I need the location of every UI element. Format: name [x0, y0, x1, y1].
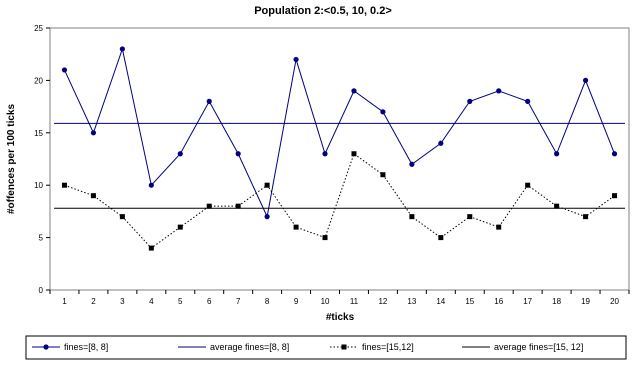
data-point-fines-15-12 [380, 172, 386, 178]
data-point-fines-15-12 [119, 214, 125, 220]
data-point-fines-8-8 [496, 88, 502, 94]
x-tick-label: 6 [207, 297, 212, 306]
data-point-fines-15-12 [438, 235, 444, 241]
data-point-fines-8-8 [322, 151, 328, 157]
data-point-fines-15-12 [467, 214, 473, 220]
x-tick-label: 10 [321, 297, 330, 306]
x-tick-label: 9 [294, 297, 299, 306]
data-point-fines-8-8 [293, 56, 299, 63]
data-point-fines-8-8 [525, 98, 531, 104]
data-point-fines-8-8 [438, 140, 444, 146]
data-point-fines-15-12 [235, 203, 241, 209]
legend: fines=[8, 8] average fines=[8, 8] fines=[1… [25, 335, 627, 360]
series-line-fines-8-8 [64, 47, 615, 219]
data-point-fines-15-12 [409, 214, 415, 220]
x-tick-label: 1 [62, 297, 67, 306]
x-tick-label: 12 [378, 297, 387, 306]
x-tick-label: 19 [581, 297, 590, 306]
series-layer [54, 46, 625, 251]
data-point-fines-15-12 [525, 182, 531, 188]
y-tick-label: 25 [34, 24, 43, 33]
data-point-fines-15-12 [90, 193, 96, 199]
x-tick-label: 11 [350, 297, 359, 306]
data-point-fines-8-8 [177, 151, 183, 157]
y-tick-label: 0 [39, 286, 44, 295]
data-point-fines-15-12 [61, 182, 67, 188]
x-axis: 1 2 3 4 5 6 7 8 9 10 11 12 13 14 15 16 17 18 19 20 [49, 290, 630, 306]
data-point-fines-8-8 [467, 98, 473, 104]
data-point-fines-15-12 [148, 245, 154, 251]
legend-box [25, 335, 627, 360]
legend-label: fines=[15,12] [362, 342, 414, 352]
x-tick-label: 8 [265, 297, 270, 306]
y-tick-label: 10 [34, 181, 43, 190]
data-point-fines-8-8 [554, 151, 560, 157]
data-point-fines-8-8 [582, 77, 589, 83]
x-tick-label: 15 [465, 297, 474, 306]
data-point-fines-15-12 [177, 224, 183, 230]
legend-marker [341, 344, 347, 350]
data-point-fines-15-12 [554, 203, 560, 209]
x-tick-label: 7 [236, 297, 241, 306]
data-point-fines-8-8 [409, 161, 415, 167]
data-point-fines-8-8 [119, 46, 125, 52]
x-tick-label: 3 [120, 297, 125, 306]
data-point-fines-8-8 [235, 151, 241, 157]
y-tick-label: 5 [39, 234, 44, 243]
plot-area [49, 27, 630, 291]
data-point-fines-8-8 [206, 98, 212, 104]
data-point-fines-8-8 [351, 88, 357, 94]
data-point-fines-8-8 [264, 214, 270, 220]
x-tick-label: 20 [610, 297, 619, 306]
x-tick-label: 2 [91, 297, 96, 306]
legend-label: fines=[8, 8] [64, 342, 108, 352]
data-point-fines-15-12 [264, 182, 270, 188]
data-point-fines-8-8 [148, 182, 154, 188]
data-point-fines-8-8 [61, 67, 68, 73]
x-tick-label: 5 [178, 297, 183, 306]
data-point-fines-8-8 [90, 130, 97, 136]
data-point-fines-8-8 [380, 109, 386, 115]
x-tick-label: 13 [407, 297, 416, 306]
x-tick-label: 16 [494, 297, 503, 306]
series-line-fines-15-12 [64, 152, 615, 249]
data-point-fines-15-12 [293, 224, 299, 230]
data-point-fines-15-12 [206, 203, 212, 209]
y-axis-title: #offences per 100 ticks [6, 104, 17, 214]
data-point-fines-8-8 [611, 151, 618, 157]
y-tick-label: 15 [34, 129, 43, 138]
data-point-fines-15-12 [322, 235, 328, 241]
y-tick-label: 20 [34, 76, 43, 85]
data-point-fines-15-12 [496, 224, 502, 230]
legend-label: average fines=[8, 8] [210, 342, 289, 352]
data-point-fines-15-12 [351, 151, 357, 157]
x-axis-title: #ticks [326, 312, 355, 323]
legend-label: average fines=[15, 12] [494, 342, 583, 352]
chart-title: Population 2:<0.5, 10, 0.2> [254, 5, 392, 17]
x-tick-label: 17 [523, 297, 532, 306]
legend-marker [43, 344, 49, 350]
data-point-fines-15-12 [612, 193, 618, 199]
x-tick-label: 4 [149, 297, 154, 306]
data-point-fines-15-12 [583, 214, 589, 220]
y-axis: 0 5 10 15 20 25 [34, 24, 50, 295]
x-tick-label: 14 [436, 297, 445, 306]
x-tick-label: 18 [552, 297, 561, 306]
